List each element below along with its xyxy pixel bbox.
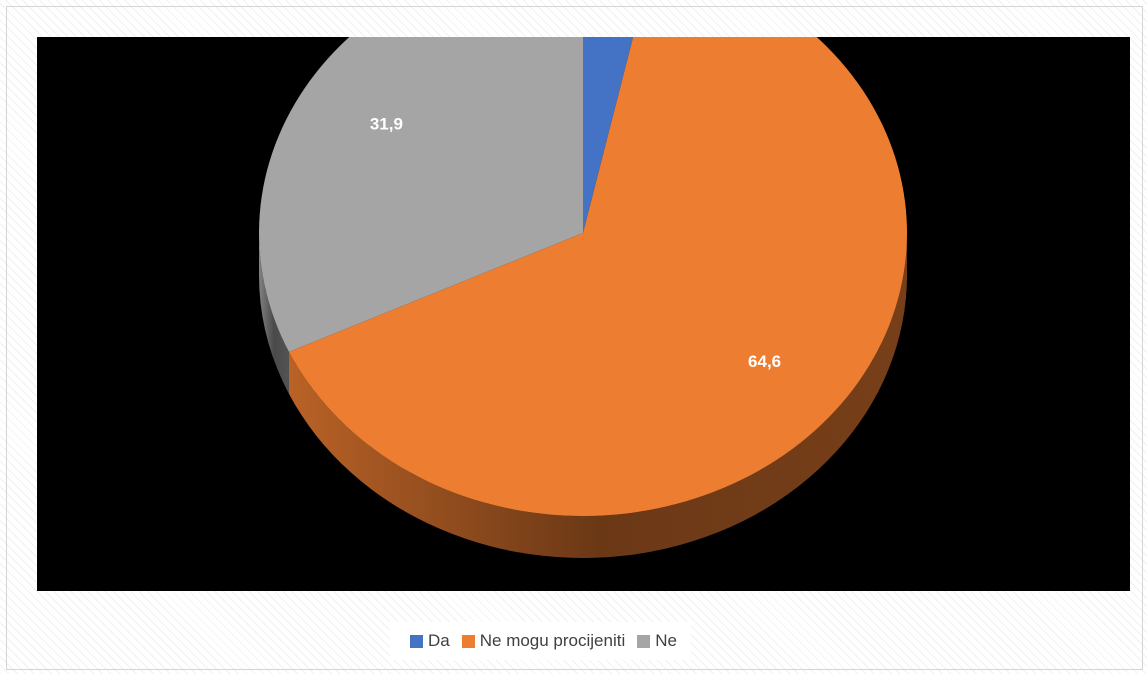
pie-chart: 3,564,631,9 xyxy=(259,37,907,558)
legend-label-da: Da xyxy=(428,631,450,650)
legend-item-da: Da xyxy=(410,631,450,651)
pie-side-ne-mogu-procijeniti xyxy=(288,233,907,558)
pie-side-ne xyxy=(259,233,289,394)
pie-slice-da xyxy=(583,37,634,233)
plot-area: 3,564,631,9 xyxy=(37,37,1130,591)
pie-slice-ne xyxy=(259,37,583,352)
legend-label-ne: Ne xyxy=(655,631,677,650)
chart-frame xyxy=(6,6,1143,670)
pie-slice-ne-mogu-procijeniti xyxy=(288,37,907,516)
legend-item-ne: Ne xyxy=(637,631,677,651)
legend: Da Ne mogu procijeniti Ne xyxy=(390,622,691,660)
legend-swatch-ne xyxy=(637,634,651,648)
legend-label-ne-mogu-procijeniti: Ne mogu procijeniti xyxy=(479,631,626,650)
legend-swatch-da xyxy=(410,634,423,648)
data-label-ne: 31,9 xyxy=(370,114,403,133)
legend-item-ne-mogu-procijeniti: Ne mogu procijeniti xyxy=(461,631,626,651)
legend-swatch-ne-mogu-procijeniti xyxy=(461,634,475,648)
data-label-ne-mogu-procijeniti: 64,6 xyxy=(748,352,781,371)
